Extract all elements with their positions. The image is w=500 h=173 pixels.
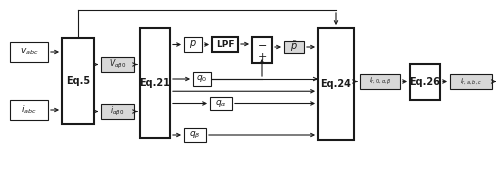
Text: Eq.24: Eq.24 — [320, 79, 352, 89]
Text: Eq.5: Eq.5 — [66, 76, 90, 86]
Bar — [252, 37, 272, 63]
Text: LPF: LPF — [216, 40, 234, 49]
Bar — [10, 42, 48, 62]
Text: $i_{\alpha\beta0}$: $i_{\alpha\beta0}$ — [110, 105, 124, 118]
Text: Eq.21: Eq.21 — [140, 78, 170, 88]
Bar — [193, 72, 211, 86]
Text: $v_{abc}$: $v_{abc}$ — [20, 47, 38, 57]
Text: $\tilde{p}$: $\tilde{p}$ — [290, 39, 298, 54]
Text: $-$: $-$ — [257, 39, 267, 49]
Bar — [62, 38, 94, 124]
Bar — [284, 41, 304, 53]
Text: $q_{\beta}$: $q_{\beta}$ — [189, 129, 201, 140]
Bar — [450, 74, 492, 89]
Bar — [140, 28, 170, 138]
Bar — [10, 100, 48, 120]
Bar — [212, 37, 238, 52]
Text: Eq.26: Eq.26 — [410, 77, 440, 87]
Bar — [210, 97, 232, 110]
Bar — [360, 74, 400, 89]
Bar — [184, 128, 206, 142]
Text: $p$: $p$ — [189, 39, 197, 51]
Bar — [184, 37, 202, 52]
Bar — [318, 28, 354, 140]
Text: $+$: $+$ — [257, 51, 267, 61]
Text: $q_{\alpha}$: $q_{\alpha}$ — [215, 98, 227, 109]
Bar — [101, 104, 134, 119]
Bar — [101, 57, 134, 72]
Bar — [410, 64, 440, 100]
Text: $V_{\alpha\beta0}$: $V_{\alpha\beta0}$ — [109, 58, 126, 71]
Text: $i_{r,0,\alpha,\beta}$: $i_{r,0,\alpha,\beta}$ — [368, 76, 392, 87]
Text: $i_{abc}$: $i_{abc}$ — [21, 104, 37, 116]
Text: $q_0$: $q_0$ — [196, 74, 207, 84]
Text: $i_{r,a,b,c}$: $i_{r,a,b,c}$ — [460, 76, 482, 86]
